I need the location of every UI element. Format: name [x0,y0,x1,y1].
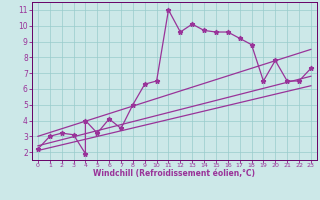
X-axis label: Windchill (Refroidissement éolien,°C): Windchill (Refroidissement éolien,°C) [93,169,255,178]
